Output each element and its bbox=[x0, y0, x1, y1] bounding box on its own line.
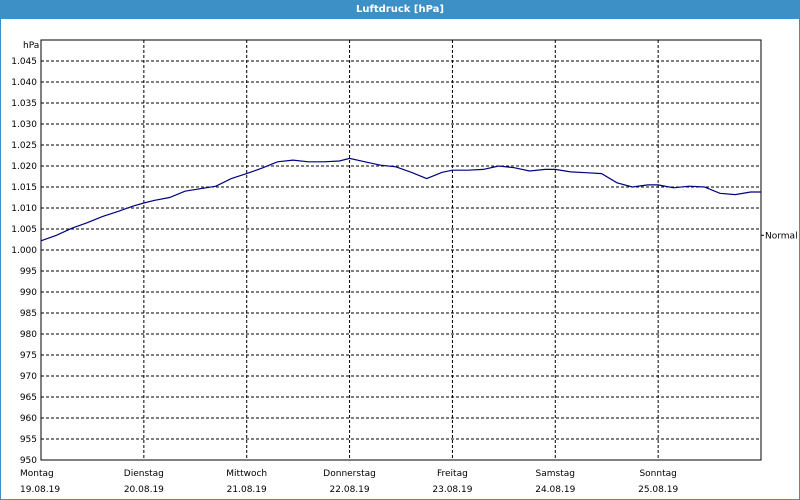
y-tick-label: 960 bbox=[20, 414, 37, 424]
y-tick-label: 990 bbox=[20, 288, 37, 298]
normal-reference-label: Normal bbox=[765, 231, 798, 241]
y-tick-label: 1.030 bbox=[11, 120, 37, 130]
y-tick-label: 950 bbox=[20, 456, 37, 466]
y-tick-label: 1.020 bbox=[11, 162, 37, 172]
x-tick-date-label: 19.08.19 bbox=[20, 485, 60, 495]
y-tick-label: 1.000 bbox=[11, 246, 37, 256]
window-title: Luftdruck [hPa] bbox=[1, 1, 799, 19]
y-tick-label: 1.040 bbox=[11, 78, 37, 88]
x-tick-day-label: Sonntag bbox=[639, 469, 676, 479]
x-tick-date-label: 22.08.19 bbox=[330, 485, 370, 495]
y-tick-label: 1.025 bbox=[11, 141, 37, 151]
x-tick-date-label: 20.08.19 bbox=[124, 485, 164, 495]
y-tick-label: 1.045 bbox=[11, 57, 37, 67]
x-tick-labels: Montag 19.08.19 Dienstag 20.08.19 Mittwoch 21… bbox=[20, 469, 678, 495]
x-tick-day-label: Mittwoch bbox=[226, 469, 267, 479]
x-tick-day-label: Freitag bbox=[437, 469, 468, 479]
x-tick-day-label: Samstag bbox=[536, 469, 575, 479]
y-tick-label: 1.005 bbox=[11, 225, 37, 235]
y-tick-label: 980 bbox=[20, 330, 37, 340]
y-tick-label: 1.010 bbox=[11, 204, 37, 214]
x-tick-date-label: 21.08.19 bbox=[227, 485, 267, 495]
x-tick-day-label: Donnerstag bbox=[323, 469, 376, 479]
x-tick-date-label: 25.08.19 bbox=[638, 485, 678, 495]
y-tick-label: 1.035 bbox=[11, 99, 37, 109]
pressure-series-line bbox=[40, 157, 761, 242]
y-tick-label: 985 bbox=[20, 309, 37, 319]
y-tick-label: 965 bbox=[20, 393, 37, 403]
x-tick-date-label: 23.08.19 bbox=[432, 485, 472, 495]
y-tick-label: 975 bbox=[20, 351, 37, 361]
x-tick-day-label: Montag bbox=[20, 469, 54, 479]
x-tick-date-label: 24.08.19 bbox=[535, 485, 575, 495]
series-layer bbox=[40, 157, 761, 242]
y-tick-label: 970 bbox=[20, 372, 37, 382]
y-tick-labels: 950 955 960 965 970 975 980 985 990 995 1.000 1.005… bbox=[11, 57, 37, 466]
x-tick-day-label: Dienstag bbox=[124, 469, 164, 479]
y-tick-label: 995 bbox=[20, 267, 37, 277]
y-tick-label: 955 bbox=[20, 435, 37, 445]
grid-layer bbox=[41, 40, 764, 460]
y-tick-label: 1.015 bbox=[11, 183, 37, 193]
y-axis-unit-label: hPa bbox=[23, 41, 39, 51]
